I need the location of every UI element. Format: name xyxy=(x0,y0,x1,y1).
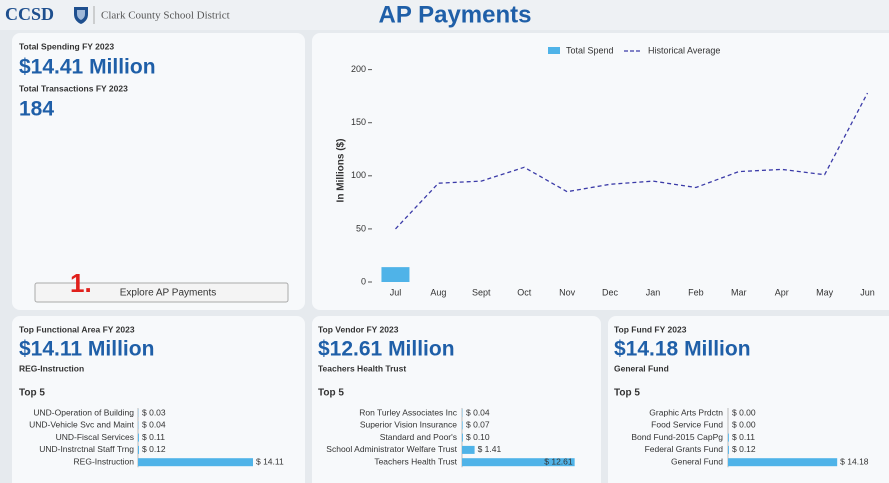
legend-swatch xyxy=(548,47,560,54)
logo-shield-inner xyxy=(77,10,85,20)
x-tick-label: Jan xyxy=(646,287,661,297)
value-label: $ 0.07 xyxy=(466,420,490,430)
category-label: Teachers Health Trust xyxy=(374,456,457,466)
y-tick-label: 100 xyxy=(351,170,366,180)
category-label: General Fund xyxy=(671,456,723,466)
value-label: $ 0.00 xyxy=(732,420,756,430)
legend-label: Historical Average xyxy=(648,45,720,55)
summary-panel xyxy=(12,33,305,310)
category-label: School Administrator Welfare Trust xyxy=(326,444,457,454)
x-tick-label: Dec xyxy=(602,287,619,297)
bar xyxy=(138,458,253,467)
value-label: $ 0.11 xyxy=(142,432,165,442)
category-label: Standard and Poor's xyxy=(380,432,457,442)
bar xyxy=(462,458,575,467)
bar xyxy=(138,445,139,454)
panel-value: $14.18 Million xyxy=(614,338,751,361)
x-tick-label: Sept xyxy=(472,287,491,297)
panel-value: $14.11 Million xyxy=(19,338,154,361)
value-label: $ 12.61 xyxy=(544,456,573,466)
category-label: UND-Fiscal Services xyxy=(56,432,134,442)
x-tick-label: Nov xyxy=(559,287,576,297)
bar xyxy=(462,433,463,442)
bar xyxy=(381,267,410,282)
top-label: Top 5 xyxy=(318,388,344,399)
x-tick-label: Mar xyxy=(731,287,747,297)
category-label: Graphic Arts Prdctn xyxy=(649,407,723,417)
panel xyxy=(312,316,601,483)
logo: CCSD xyxy=(5,4,54,24)
top-label: Top 5 xyxy=(19,388,45,399)
bar xyxy=(728,433,729,442)
x-tick-label: Jun xyxy=(860,287,875,297)
header-bar xyxy=(0,0,889,30)
panel-subtitle: REG-Instruction xyxy=(19,363,84,373)
category-label: Superior Vision Insurance xyxy=(360,420,457,430)
page-title: AP Payments xyxy=(379,1,532,28)
bar xyxy=(138,433,139,442)
category-label: UND-Operation of Building xyxy=(33,407,134,417)
category-label: REG-Instruction xyxy=(74,456,135,466)
category-label: Ron Turley Associates Inc xyxy=(359,407,458,417)
bar xyxy=(462,421,463,430)
panel-subtitle: Teachers Health Trust xyxy=(318,363,406,373)
y-axis-label: In Millions ($) xyxy=(336,139,347,203)
value-label: $ 0.03 xyxy=(142,407,166,417)
panel-subtitle: General Fund xyxy=(614,363,669,373)
panel-title: Top Vendor FY 2023 xyxy=(318,324,399,334)
panel xyxy=(12,316,305,483)
value-label: $ 0.12 xyxy=(142,444,166,454)
value-label: $ 14.11 xyxy=(256,456,284,466)
value-label: $ 0.11 xyxy=(732,432,755,442)
step-marker: 1. xyxy=(70,268,92,298)
y-tick-label: 0 xyxy=(361,276,366,286)
value-label: $ 0.00 xyxy=(732,407,756,417)
y-tick-label: 150 xyxy=(351,117,366,127)
legend-label: Total Spend xyxy=(566,45,614,55)
category-label: UND-Instrctnal Staff Trng xyxy=(39,444,134,454)
kpi-value: $14.41 Million xyxy=(19,56,156,79)
kpi-label: Total Spending FY 2023 xyxy=(19,41,114,51)
bar xyxy=(728,445,729,454)
x-tick-label: Aug xyxy=(430,287,446,297)
x-tick-label: Apr xyxy=(775,287,789,297)
panel xyxy=(608,316,889,483)
value-label: $ 0.12 xyxy=(732,444,756,454)
value-label: $ 1.41 xyxy=(478,444,502,454)
explore-button[interactable] xyxy=(34,282,289,303)
value-label: $ 0.10 xyxy=(466,432,490,442)
panel-value: $12.61 Million xyxy=(318,338,455,361)
y-tick-label: 50 xyxy=(356,223,366,233)
category-label: Bond Fund-2015 CapPg xyxy=(631,432,723,442)
x-tick-label: May xyxy=(816,287,834,297)
chart-panel xyxy=(312,33,889,310)
category-label: Food Service Fund xyxy=(651,420,723,430)
bar xyxy=(728,458,838,467)
panel-title: Top Fund FY 2023 xyxy=(614,324,687,334)
top-label: Top 5 xyxy=(614,388,640,399)
explore-button-label[interactable]: Explore AP Payments xyxy=(120,288,217,299)
bar xyxy=(462,445,475,454)
category-label: Federal Grants Fund xyxy=(645,444,724,454)
line xyxy=(395,92,869,230)
kpi-label: Total Transactions FY 2023 xyxy=(19,83,128,93)
x-tick-label: Jul xyxy=(390,287,402,297)
category-label: UND-Vehicle Svc and Maint xyxy=(29,420,135,430)
x-tick-label: Oct xyxy=(517,287,532,297)
value-label: $ 0.04 xyxy=(466,407,490,417)
panel-title: Top Functional Area FY 2023 xyxy=(19,324,135,334)
org-name: Clark County School District xyxy=(101,10,230,22)
value-label: $ 14.18 xyxy=(840,456,869,466)
value-label: $ 0.04 xyxy=(142,420,166,430)
kpi-value: 184 xyxy=(19,98,54,121)
y-tick-label: 200 xyxy=(351,64,366,74)
x-tick-label: Feb xyxy=(688,287,704,297)
